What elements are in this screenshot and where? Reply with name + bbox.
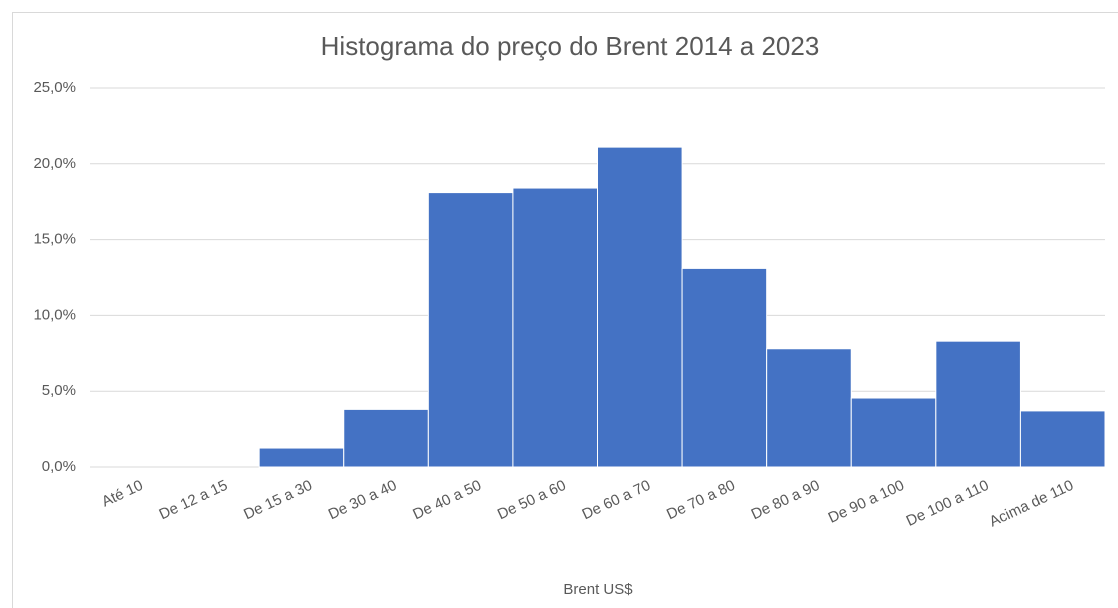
y-tick-label: 5,0% — [42, 382, 76, 399]
x-tick-label: De 15 a 30 — [241, 477, 315, 523]
x-tick-label: De 40 a 50 — [410, 477, 484, 523]
y-tick-label: 20,0% — [33, 155, 76, 172]
y-tick-label: 10,0% — [33, 306, 76, 323]
x-tick-label: Até 10 — [99, 477, 145, 511]
x-tick-label: De 50 a 60 — [495, 477, 569, 523]
bar — [1019, 410, 1106, 468]
bar — [512, 187, 599, 468]
bar — [427, 192, 514, 468]
x-tick-label: De 80 a 90 — [749, 477, 823, 523]
y-tick-label: 15,0% — [33, 231, 76, 248]
chart-title: Histograma do preço do Brent 2014 a 2023 — [321, 31, 820, 61]
x-tick-label: De 12 a 15 — [157, 477, 231, 523]
x-tick-label: De 30 a 40 — [326, 477, 400, 523]
bar — [343, 408, 429, 468]
x-tick-label: Acima de 110 — [987, 477, 1076, 531]
x-axis-label: Brent US$ — [563, 581, 633, 598]
x-tick-label: De 90 a 100 — [826, 477, 907, 527]
chart-frame — [12, 12, 1118, 608]
bar — [850, 397, 937, 468]
bar — [766, 348, 852, 468]
bar — [258, 447, 345, 468]
y-tick-label: 25,0% — [33, 79, 76, 96]
bar — [597, 146, 683, 468]
x-tick-label: De 60 a 70 — [579, 477, 653, 523]
x-tick-label: De 100 a 110 — [904, 477, 992, 530]
y-tick-label: 0,0% — [42, 458, 76, 475]
bar — [681, 267, 768, 468]
bar — [935, 340, 1021, 468]
x-tick-label: De 70 a 80 — [664, 477, 738, 523]
